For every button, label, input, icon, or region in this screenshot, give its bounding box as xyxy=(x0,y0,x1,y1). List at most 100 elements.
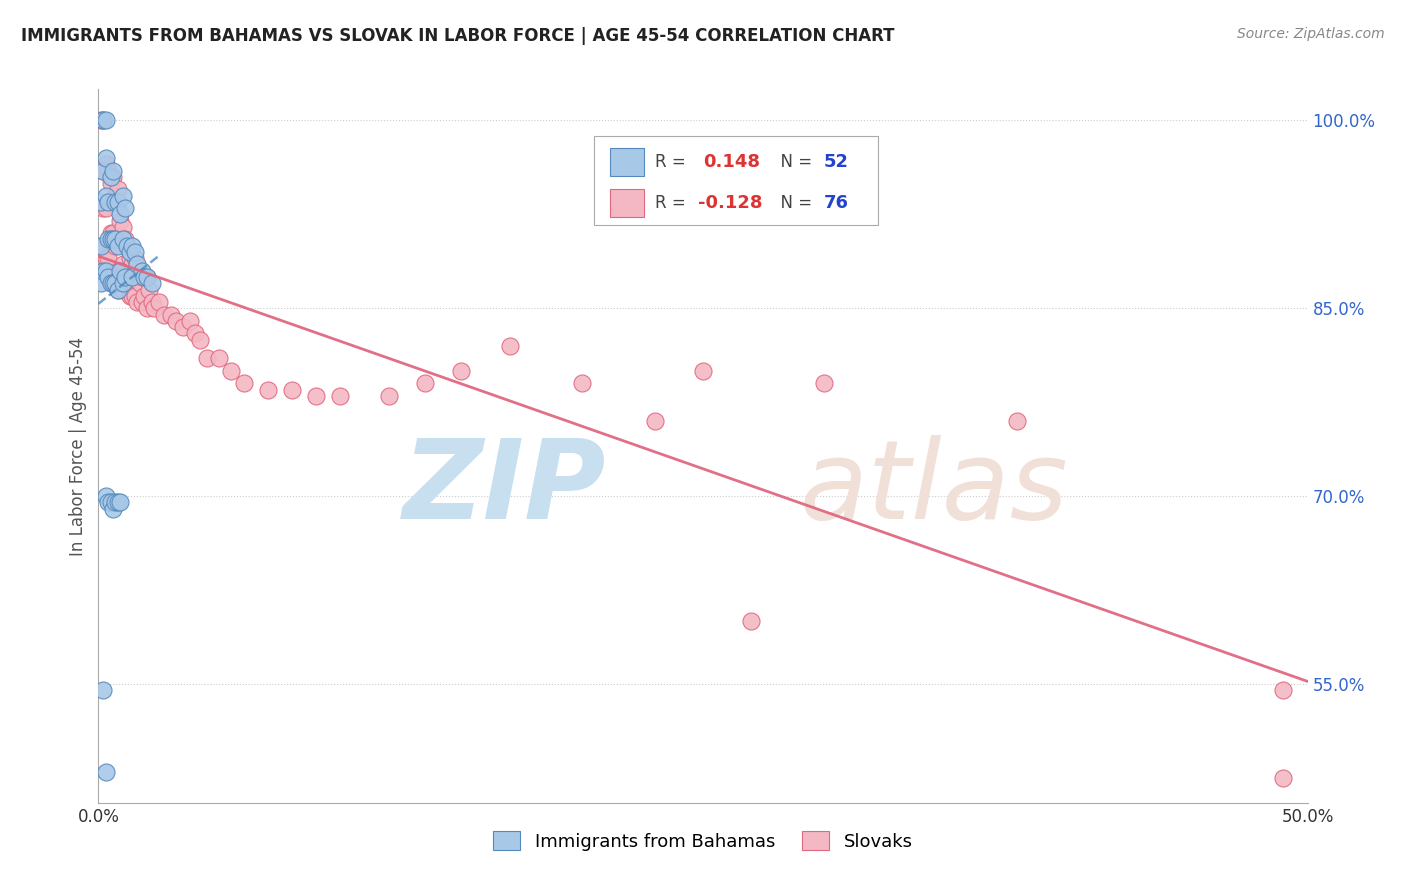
Point xyxy=(94,157,117,171)
Point xyxy=(281,383,304,397)
Point xyxy=(141,295,163,310)
Point xyxy=(141,277,163,291)
Point xyxy=(143,301,166,316)
Text: Source: ZipAtlas.com: Source: ZipAtlas.com xyxy=(1237,27,1385,41)
Point xyxy=(813,376,835,391)
Text: R =: R = xyxy=(655,194,690,212)
Point xyxy=(107,264,129,278)
Point xyxy=(114,270,136,285)
Point xyxy=(94,264,117,278)
Point xyxy=(135,270,157,285)
Point xyxy=(117,277,139,291)
Text: N =: N = xyxy=(769,153,817,171)
Point xyxy=(111,219,134,234)
Point xyxy=(232,376,254,391)
Point xyxy=(101,232,124,246)
Point xyxy=(91,264,114,278)
Point xyxy=(100,232,122,246)
Point xyxy=(108,495,131,509)
Point xyxy=(91,238,114,252)
Point xyxy=(165,314,187,328)
Text: -0.128: -0.128 xyxy=(699,194,762,212)
Point xyxy=(91,113,114,128)
Point xyxy=(100,169,122,184)
Point xyxy=(107,182,129,196)
Point xyxy=(172,320,194,334)
Point xyxy=(91,113,114,128)
Point xyxy=(101,163,124,178)
Point xyxy=(134,270,156,285)
Point xyxy=(131,295,153,310)
Point xyxy=(571,376,593,391)
Point xyxy=(107,283,129,297)
Point xyxy=(94,188,117,202)
Point xyxy=(131,264,153,278)
Point xyxy=(94,113,117,128)
Point xyxy=(305,389,328,403)
Bar xyxy=(610,148,644,177)
Point xyxy=(413,376,436,391)
Point xyxy=(111,188,134,202)
Point xyxy=(135,270,157,285)
Point xyxy=(329,389,352,403)
Point xyxy=(160,308,183,322)
Point xyxy=(97,270,120,285)
Point xyxy=(104,232,127,246)
Point xyxy=(108,270,131,285)
Point xyxy=(256,383,278,397)
Point xyxy=(127,295,149,310)
Point xyxy=(188,333,211,347)
Point xyxy=(692,364,714,378)
Point xyxy=(117,238,139,252)
Point xyxy=(114,201,136,215)
Point xyxy=(108,264,131,278)
Point xyxy=(104,277,127,291)
Point xyxy=(94,201,117,215)
Point xyxy=(195,351,218,366)
Point xyxy=(644,414,666,428)
Point xyxy=(121,289,143,303)
Point xyxy=(1007,414,1029,428)
Point xyxy=(97,163,120,178)
Point xyxy=(377,389,399,403)
Point xyxy=(91,201,114,215)
Point xyxy=(184,326,207,341)
Point xyxy=(148,295,170,310)
Bar xyxy=(610,189,644,218)
Point xyxy=(1272,683,1295,698)
Text: 76: 76 xyxy=(824,194,849,212)
Point xyxy=(97,495,120,509)
Point xyxy=(128,277,150,291)
Point xyxy=(111,232,134,246)
Point xyxy=(117,238,139,252)
Point xyxy=(91,163,114,178)
Point xyxy=(97,251,120,265)
Point xyxy=(100,495,122,509)
Point xyxy=(107,238,129,252)
Point xyxy=(121,257,143,271)
Point xyxy=(450,364,472,378)
Point xyxy=(104,277,127,291)
Point xyxy=(104,238,127,252)
Point xyxy=(121,270,143,285)
Point xyxy=(127,270,149,285)
Point xyxy=(114,270,136,285)
Point xyxy=(104,188,127,202)
Point xyxy=(107,194,129,209)
Point xyxy=(108,213,131,227)
Text: 52: 52 xyxy=(824,153,849,171)
Point xyxy=(138,283,160,297)
Point xyxy=(90,238,112,252)
Point xyxy=(152,308,174,322)
Point xyxy=(91,683,114,698)
Point xyxy=(97,194,120,209)
Point xyxy=(90,113,112,128)
Point xyxy=(208,351,231,366)
Point xyxy=(94,151,117,165)
Point xyxy=(111,277,134,291)
Point xyxy=(100,277,122,291)
Legend: Immigrants from Bahamas, Slovaks: Immigrants from Bahamas, Slovaks xyxy=(486,824,920,858)
Point xyxy=(100,277,122,291)
FancyBboxPatch shape xyxy=(595,136,879,225)
Point xyxy=(121,238,143,252)
